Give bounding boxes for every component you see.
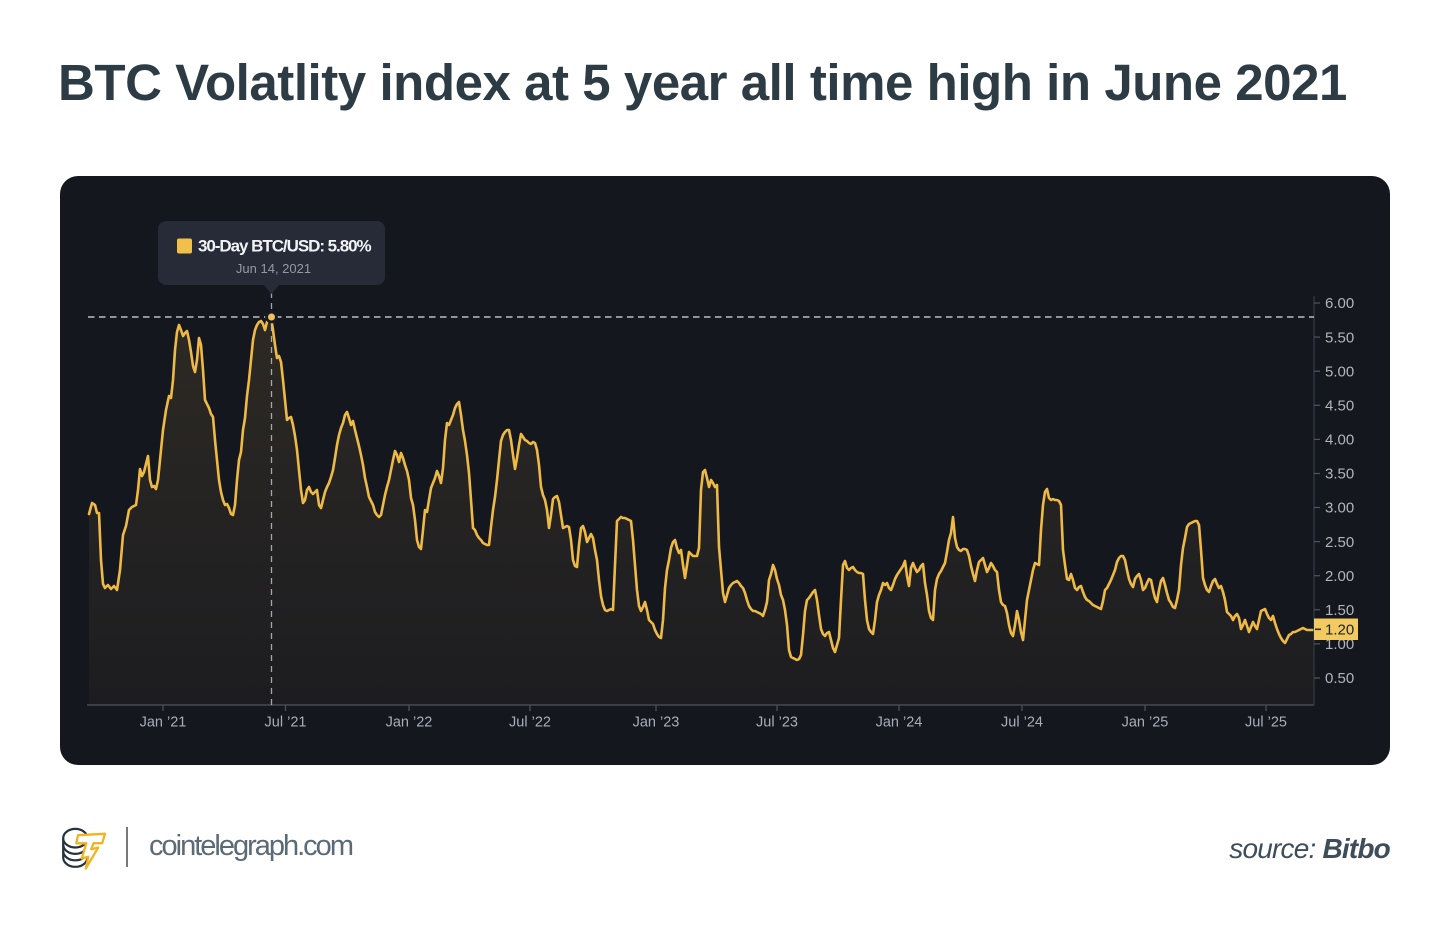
svg-text:Jan ’22: Jan ’22 — [386, 715, 433, 731]
svg-text:3.00: 3.00 — [1325, 500, 1354, 517]
svg-text:1.20: 1.20 — [1325, 621, 1354, 638]
svg-text:Jan ’24: Jan ’24 — [876, 715, 923, 731]
svg-text:Jan ’21: Jan ’21 — [140, 715, 187, 731]
svg-text:30-Day BTC/USD: 5.80%: 30-Day BTC/USD: 5.80% — [198, 237, 372, 256]
svg-text:1.00: 1.00 — [1325, 636, 1354, 653]
svg-text:0.50: 0.50 — [1325, 670, 1354, 687]
svg-text:Jul ’22: Jul ’22 — [509, 715, 551, 731]
svg-text:Jul ’21: Jul ’21 — [265, 715, 307, 731]
svg-text:3.50: 3.50 — [1325, 466, 1354, 483]
svg-text:2.00: 2.00 — [1325, 568, 1354, 585]
svg-text:4.00: 4.00 — [1325, 432, 1354, 449]
svg-text:5.00: 5.00 — [1325, 363, 1354, 380]
svg-text:Jul ’25: Jul ’25 — [1245, 715, 1287, 731]
svg-text:4.50: 4.50 — [1325, 398, 1354, 415]
svg-text:2.50: 2.50 — [1325, 534, 1354, 551]
svg-text:Jun 14, 2021: Jun 14, 2021 — [236, 261, 311, 276]
svg-text:Jul ’24: Jul ’24 — [1001, 715, 1043, 731]
svg-text:6.00: 6.00 — [1325, 295, 1354, 312]
svg-text:1.50: 1.50 — [1325, 602, 1354, 619]
svg-text:5.50: 5.50 — [1325, 329, 1354, 346]
svg-text:Jul ’23: Jul ’23 — [756, 715, 798, 731]
svg-text:Jan ’25: Jan ’25 — [1122, 715, 1169, 731]
svg-text:Jan ’23: Jan ’23 — [633, 715, 680, 731]
